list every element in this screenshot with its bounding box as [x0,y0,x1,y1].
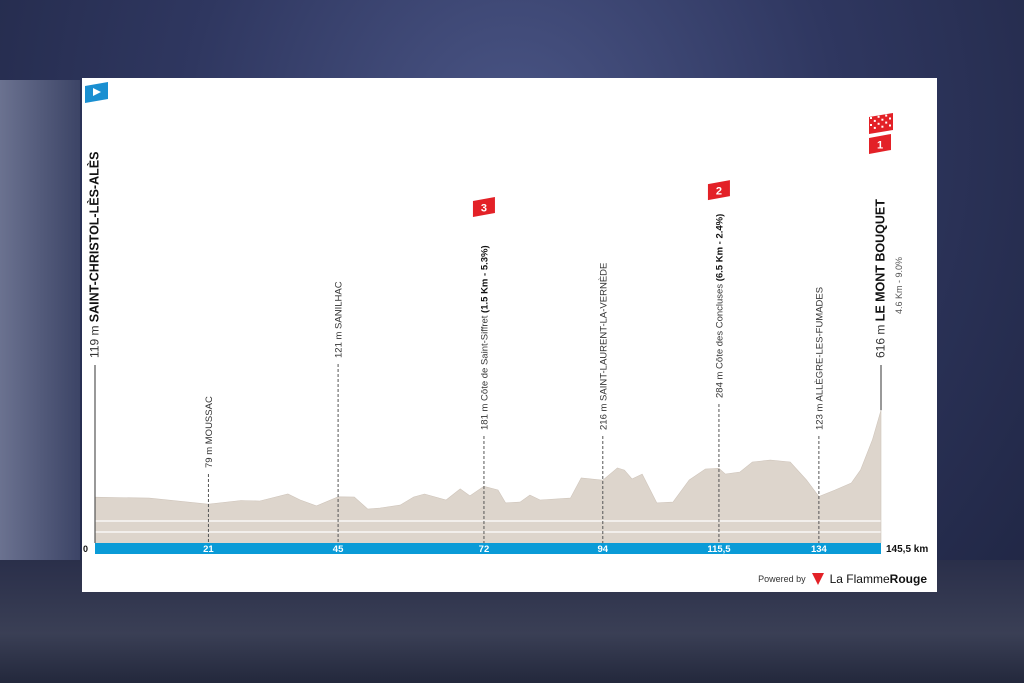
km-label: 72 [479,544,490,555]
marker-label-part: (1.5 Km - 5.3%) [479,245,490,315]
climb-category-number: 1 [877,140,883,152]
checker-square [873,126,876,129]
profile-outline [94,410,882,543]
marker-label-part: MOUSSAC [204,396,215,444]
powered-by-label: Powered by [758,574,806,584]
km-label: 115,5 [707,544,731,555]
finish-label-part: LE MONT BOUQUET [874,199,888,322]
checker-square [889,124,891,127]
checker-square [877,122,880,125]
x-start-label: 0 [83,544,88,554]
marker-label-part: Côte des Concluses [714,284,725,369]
checker-square [873,119,876,122]
finish-label: 616 m LE MONT BOUQUET [874,199,888,358]
finish-climb-detail: 4.6 Km - 9.0% [894,257,904,314]
brand-a: La Flamme [829,572,890,586]
km-label: 21 [203,544,214,555]
climb-category-2: 2 [707,180,730,201]
km-label: 94 [598,544,609,555]
marker-label-part: SANILHAC [334,281,345,329]
climb-category-flag-icon [472,196,495,217]
checker-square [877,115,880,118]
climb-category-flag-icon [869,134,891,154]
start-label: 119 m SAINT-CHRISTOL-LÈS-ALÈS [87,152,102,358]
climb-category-3: 3 [472,196,495,217]
km-label: 134 [811,544,828,555]
marker-label-part: 123 m [814,401,825,430]
x-end-label: 145,5 km [886,544,928,555]
start-flag-icon [85,82,108,103]
checker-square [870,117,872,119]
marker-label: 123 m ALLÈGRE-LES-FUMADES [814,287,825,430]
marker-label: 79 m MOUSSAC [204,396,215,468]
checker-square [870,124,872,126]
marker-label-part: 181 m [479,401,490,430]
checker-square [885,121,888,124]
marker-label-part: 216 m [598,401,609,430]
stage-profile-card: 0 145,5 km 79 m MOUSSAC 21 121 m SANILHAC 45 1… [82,78,937,592]
marker-label-part: SAINT-LAURENT-LA-VERNÈDE [598,263,609,401]
background [0,80,80,560]
powered-by: Powered by La FlammeRouge [758,572,927,586]
brand-b: Rouge [889,572,927,586]
marker-label-part: (6.5 Km - 2.4%) [714,214,725,284]
climb-category-number: 2 [716,186,722,198]
distance-bar [95,543,881,554]
checker-square [885,114,888,117]
marker-label: 216 m SAINT-LAURENT-LA-VERNÈDE [598,263,609,430]
marker-label-part: ALLÈGRE-LES-FUMADES [814,287,825,402]
start-label-part: 119 m [88,322,102,358]
checker-square [881,125,884,128]
checker-square [881,118,884,121]
finish-label-part: 616 m [874,321,888,358]
play-triangle-icon [93,88,101,96]
brand-name: La FlammeRouge [830,572,927,586]
marker-label: 121 m SANILHAC [334,281,345,358]
la-flamme-rouge-logo-icon [811,573,824,585]
climb-category-number: 3 [481,202,487,214]
checkered-flag-shape [869,113,893,134]
marker-label-part: Côte de Saint-Siffret [479,315,490,401]
marker-label-part: 79 m [204,444,215,468]
climb-category-flag-icon [707,180,730,201]
climb-category-1: 1 [869,134,891,154]
marker-label: 181 m Côte de Saint-Siffret (1.5 Km - 5.… [479,245,490,430]
checker-square [889,117,891,120]
marker-label-part: 121 m [334,329,345,358]
marker-label-part: 284 m [714,369,725,398]
profile-area [95,410,881,543]
start-label-part: SAINT-CHRISTOL-LÈS-ALÈS [87,152,102,323]
finish-checkered-icon [869,113,893,134]
km-label: 45 [333,544,344,555]
marker-label: 284 m Côte des Concluses (6.5 Km - 2.4%) [714,214,725,398]
